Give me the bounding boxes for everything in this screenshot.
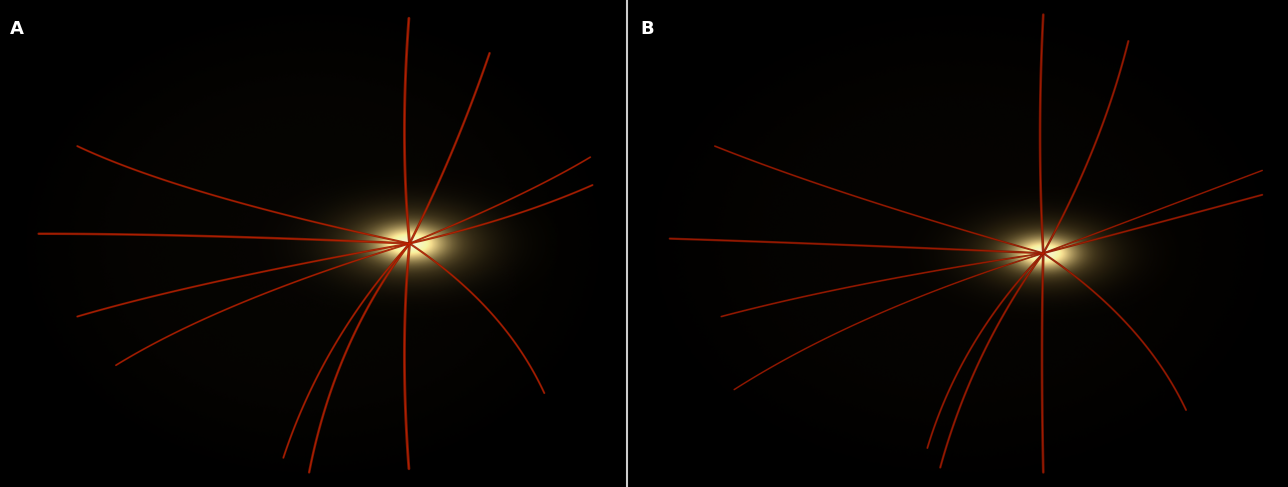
Text: B: B xyxy=(640,20,654,38)
Text: A: A xyxy=(10,20,24,38)
